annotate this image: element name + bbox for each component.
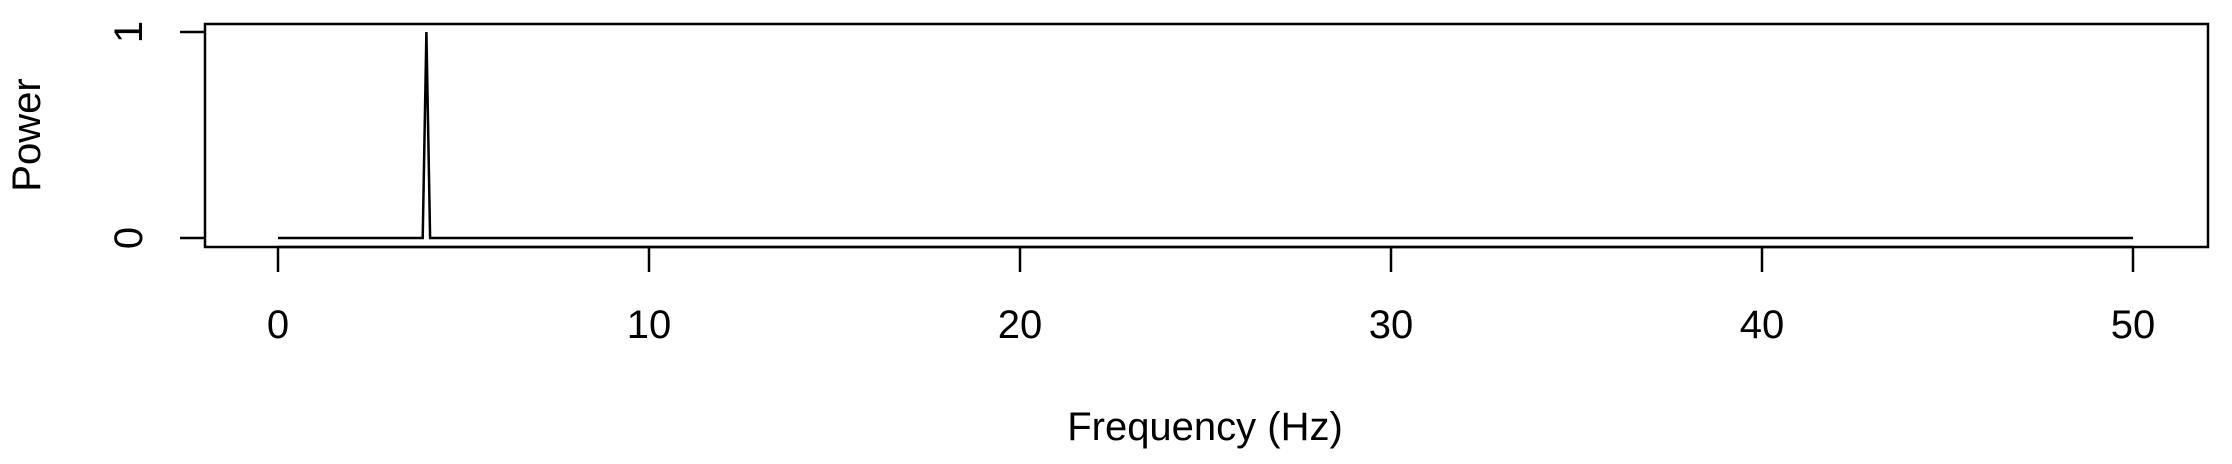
y-axis: 01 bbox=[107, 21, 205, 249]
x-tick-label: 50 bbox=[2111, 303, 2156, 347]
plot-frame bbox=[203, 22, 2210, 249]
x-tick-label: 40 bbox=[1740, 303, 1785, 347]
power-series-line bbox=[278, 31, 2133, 240]
x-axis: 0 10 20 30 40 50 bbox=[267, 245, 2156, 347]
y-tick-label: 0 bbox=[107, 227, 151, 249]
x-tick-label: 10 bbox=[627, 303, 672, 347]
x-tick-label: 20 bbox=[998, 303, 1043, 347]
series-layer bbox=[278, 31, 2133, 240]
x-tick-label: 0 bbox=[267, 303, 289, 347]
y-tick-label: 1 bbox=[107, 21, 151, 43]
x-axis-label: Frequency (Hz) bbox=[1067, 405, 1343, 449]
x-tick-label: 30 bbox=[1369, 303, 1414, 347]
y-axis-label: Power bbox=[5, 78, 49, 191]
